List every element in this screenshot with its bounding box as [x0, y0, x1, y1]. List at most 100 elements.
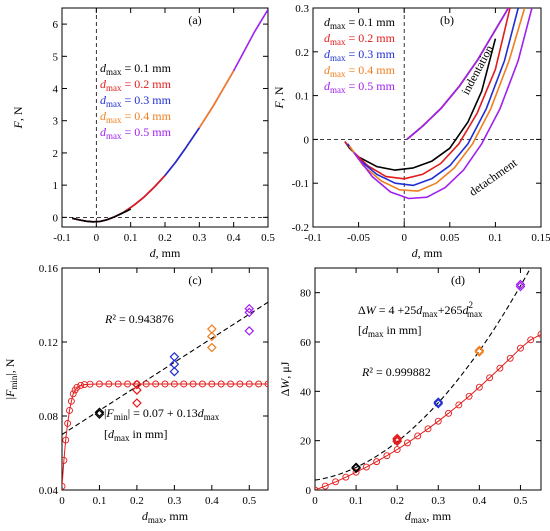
detachment-line [344, 8, 511, 180]
data-point [244, 303, 255, 314]
series-group [344, 8, 533, 200]
detachment-line [347, 8, 519, 187]
model-curve [315, 333, 541, 490]
panel-label: (d) [451, 273, 465, 287]
panel-label: (b) [440, 13, 454, 27]
model-point [66, 407, 73, 414]
legend-entry: dmax = 0.3 mm [324, 47, 396, 63]
data-point [392, 433, 403, 444]
model-point [393, 446, 401, 453]
data-point [244, 326, 255, 336]
model-point [208, 380, 216, 388]
x-tick-label: 0.5 [261, 232, 275, 244]
series-group [315, 268, 541, 490]
y-tick-label: 0.2 [295, 47, 309, 59]
y-tick-label: 0 [304, 134, 310, 146]
panel-b: -0.1 -0.05 0 0.05 0.1 0.15-0.2-0.100.10.20.3(… [272, 3, 550, 260]
data-point [132, 398, 142, 408]
x-tick-label: 0.1 [124, 232, 138, 244]
data-point [474, 345, 485, 356]
y-tick-label: 6 [53, 19, 59, 31]
data-point [94, 409, 105, 419]
y-tick-label: 40 [300, 386, 312, 398]
y-tick-label: 80 [300, 288, 312, 300]
data-point [515, 279, 526, 290]
data-point [206, 331, 217, 342]
model-point [69, 390, 77, 398]
y-axis-label: F, N [11, 106, 25, 129]
indentation-line [406, 8, 510, 141]
series-group [72, 9, 268, 223]
y-tick-label: 20 [300, 436, 312, 448]
y-axis-label: ΔW, μJ [278, 361, 292, 396]
data-point [169, 351, 180, 362]
legend-entry: dmax = 0.2 mm [100, 77, 172, 93]
model-point [62, 482, 66, 490]
y-tick-label: 0 [53, 212, 59, 224]
legend-entry: dmax = 0.3 mm [100, 93, 172, 109]
y-tick-label: 5 [53, 51, 59, 63]
model-point [67, 397, 75, 405]
model-point [96, 380, 103, 388]
y-tick-label: 0 [306, 485, 312, 497]
model-point [475, 383, 483, 391]
model-point [404, 439, 411, 447]
detachment-line [348, 8, 526, 192]
model-point [424, 425, 432, 433]
x-tick-label: 0.3 [192, 232, 206, 244]
data-point [351, 462, 361, 473]
plot-frame [61, 267, 269, 491]
y-tick-label: 0.04 [39, 485, 59, 497]
x-tick-label: 0 [401, 232, 407, 244]
x-axis-label: dmax, mm [405, 509, 452, 525]
x-tick-label: 0.1 [93, 495, 107, 507]
model-point [124, 380, 131, 388]
model-point [255, 380, 263, 388]
x-tick-label: 0.05 [440, 232, 460, 244]
y-axis-label: F, N [272, 86, 286, 109]
model-point [245, 380, 253, 388]
x-tick-label: 0.2 [158, 232, 172, 244]
model-point [77, 382, 85, 389]
model-point [496, 364, 504, 372]
model-point [445, 409, 452, 417]
series-line [72, 127, 200, 223]
x-tick-label: 0.5 [514, 495, 528, 507]
model-point [342, 473, 350, 481]
x-tick-label: -0.1 [304, 232, 321, 244]
x-tick-label: 0.4 [205, 495, 219, 507]
x-tick-label: 0.5 [242, 495, 256, 507]
model-point [217, 380, 225, 388]
model-point [264, 380, 268, 388]
x-tick-label: 0 [59, 495, 65, 507]
legend-entry: dmax = 0.1 mm [100, 61, 172, 77]
model-point [455, 401, 463, 409]
model-point [465, 392, 473, 400]
x-tick-label: -0.05 [347, 232, 370, 244]
x-tick-label: 0.2 [390, 495, 404, 507]
model-point [180, 380, 188, 388]
series-group [62, 301, 268, 490]
model-point [236, 380, 244, 388]
model-point [86, 380, 94, 388]
data-point [206, 342, 217, 353]
y-tick-label: 4 [53, 84, 59, 96]
model-point [105, 380, 113, 388]
y-tick-label: -0.1 [292, 178, 309, 190]
panel-label: (c) [188, 273, 201, 287]
y-tick-label: -0.2 [292, 222, 309, 234]
model-point [434, 417, 442, 425]
annotation-detachment: detachment [466, 155, 520, 199]
detachment-line [353, 8, 533, 200]
data-point [169, 359, 180, 370]
y-tick-label: 3 [53, 116, 59, 128]
plot-frame [312, 7, 542, 228]
indentation-line [406, 8, 510, 141]
data-point [94, 407, 105, 418]
x-axis-label: dmax, mm [142, 509, 189, 525]
data-point [244, 307, 255, 318]
x-tick-label: 0.4 [472, 495, 486, 507]
y-axis-label: |Fmin|, N [3, 358, 19, 399]
x-axis-label: d, mm [412, 246, 443, 260]
indentation-line [406, 8, 510, 141]
